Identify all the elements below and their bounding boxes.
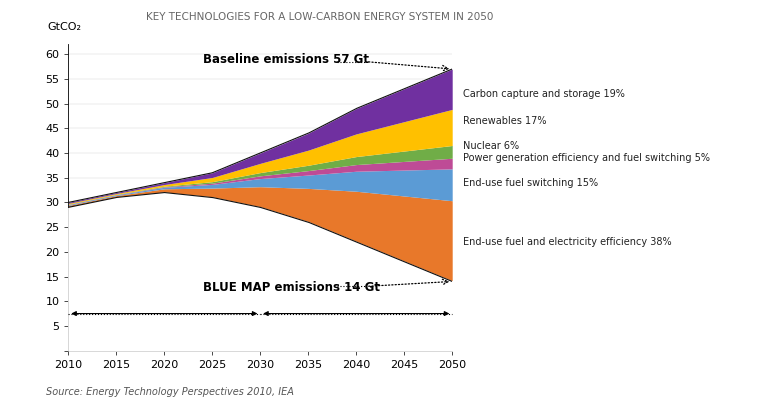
Text: BLUE MAP emissions 14 Gt: BLUE MAP emissions 14 Gt bbox=[203, 281, 380, 294]
Text: KEY TECHNOLOGIES FOR A LOW-CARBON ENERGY SYSTEM IN 2050: KEY TECHNOLOGIES FOR A LOW-CARBON ENERGY… bbox=[145, 12, 493, 22]
Text: End-use fuel and electricity efficiency 38%: End-use fuel and electricity efficiency … bbox=[464, 237, 672, 247]
Text: Nuclear 6%: Nuclear 6% bbox=[464, 141, 519, 151]
Text: End-use fuel switching 15%: End-use fuel switching 15% bbox=[464, 178, 598, 188]
Text: WEO 2009 450 ppm case: WEO 2009 450 ppm case bbox=[93, 322, 224, 332]
Text: Carbon capture and storage 19%: Carbon capture and storage 19% bbox=[464, 89, 625, 99]
Text: ETP2010 analysis: ETP2010 analysis bbox=[289, 322, 380, 332]
Text: Power generation efficiency and fuel switching 5%: Power generation efficiency and fuel swi… bbox=[464, 153, 711, 163]
Text: GtCO₂: GtCO₂ bbox=[47, 22, 81, 32]
Text: Baseline emissions 57 Gt: Baseline emissions 57 Gt bbox=[203, 53, 369, 66]
Text: Renewables 17%: Renewables 17% bbox=[464, 116, 546, 126]
Text: Source: Energy Technology Perspectives 2010, IEA: Source: Energy Technology Perspectives 2… bbox=[46, 387, 293, 397]
